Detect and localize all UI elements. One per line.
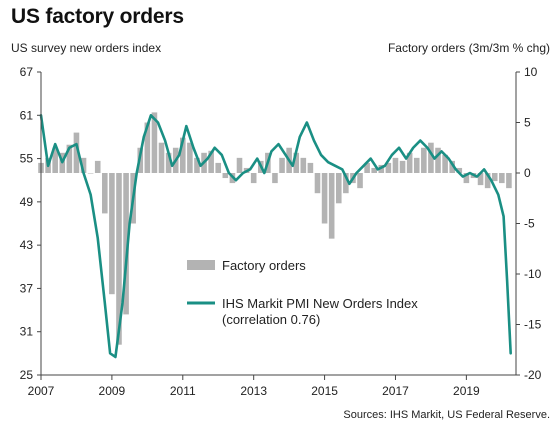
right-tick-label: -15 (524, 318, 542, 332)
legend-bar-label: Factory orders (222, 258, 306, 273)
bar (371, 167, 377, 173)
bar (66, 144, 73, 173)
x-tick-label: 2009 (99, 384, 126, 398)
bar (300, 157, 307, 173)
bar (215, 162, 222, 173)
bar (463, 173, 470, 184)
left-tick-label: 61 (20, 108, 34, 122)
bar (406, 152, 413, 173)
bar (435, 147, 441, 173)
bar (180, 137, 186, 173)
bar (456, 167, 463, 173)
left-tick-label: 49 (20, 195, 34, 209)
bar (116, 173, 122, 345)
chart-title: US factory orders (11, 5, 184, 28)
right-axis-label: Factory orders (3m/3m % chg) (387, 41, 550, 55)
bar (279, 157, 285, 173)
left-tick-label: 25 (20, 368, 34, 382)
bar (499, 173, 505, 184)
bar (80, 157, 87, 173)
line-series-pmi-new-orders (39, 113, 512, 359)
left-tick-label: 67 (20, 65, 34, 79)
bar (321, 173, 328, 224)
bar (158, 142, 165, 173)
bar (328, 173, 335, 239)
x-tick-label: 2017 (382, 384, 409, 398)
x-tick-label: 2007 (28, 384, 55, 398)
left-tick-label: 37 (20, 281, 34, 295)
bar (399, 160, 406, 173)
x-tick-label: 2011 (170, 384, 196, 398)
x-tick-label: 2019 (453, 384, 480, 398)
bar (144, 122, 151, 173)
bar (222, 173, 229, 179)
bar (73, 132, 80, 173)
bar (314, 173, 321, 194)
right-tick-label: -10 (524, 267, 542, 281)
bar (87, 173, 94, 174)
bar (506, 173, 512, 189)
bar (187, 142, 193, 173)
bar (364, 162, 370, 173)
bar (102, 173, 108, 214)
right-tick-label: 10 (524, 65, 538, 79)
bar (236, 157, 243, 173)
bar (52, 147, 58, 173)
bar (272, 173, 278, 184)
chart-axes: 67 61 55 49 43 37 31 25 10 5 0 -5 -10 -15 -20 2007 2009 2… (20, 65, 542, 398)
bar (484, 173, 491, 189)
bar (151, 112, 158, 173)
x-tick-label: 2015 (311, 384, 338, 398)
bar (165, 152, 172, 173)
right-tick-label: -20 (524, 368, 542, 382)
bar (194, 157, 200, 173)
left-axis-label: US survey new orders index (11, 41, 162, 55)
legend-line-label-2: (correlation 0.76) (222, 312, 320, 327)
bar (343, 173, 349, 194)
bar (335, 173, 342, 204)
left-tick-label: 43 (20, 238, 34, 252)
legend-line-label: IHS Markit PMI New Orders Index (222, 296, 418, 311)
bar (392, 157, 399, 173)
bar (413, 157, 420, 173)
bar (477, 173, 484, 186)
bar (421, 147, 427, 173)
bar (307, 162, 314, 173)
bar (123, 173, 129, 315)
bar (94, 160, 101, 173)
left-tick-label: 55 (20, 152, 34, 166)
bar (357, 173, 363, 189)
right-tick-label: -5 (524, 217, 535, 231)
left-tick-label: 31 (20, 325, 34, 339)
bar (428, 142, 434, 173)
bar (449, 160, 455, 173)
legend-bar-swatch (187, 260, 215, 270)
chart-legend: Factory orders IHS Markit PMI New Orders… (187, 258, 418, 327)
right-tick-label: 0 (524, 166, 531, 180)
bar (293, 152, 300, 173)
source-note: Sources: IHS Markit, US Federal Reserve. (343, 409, 550, 421)
bar (491, 173, 498, 182)
right-tick-label: 5 (524, 116, 531, 130)
line-path (39, 113, 512, 359)
bar (385, 162, 392, 173)
bar (208, 150, 214, 173)
bar (250, 173, 257, 184)
bar (109, 173, 115, 295)
x-tick-label: 2013 (240, 384, 267, 398)
bar (442, 154, 448, 173)
